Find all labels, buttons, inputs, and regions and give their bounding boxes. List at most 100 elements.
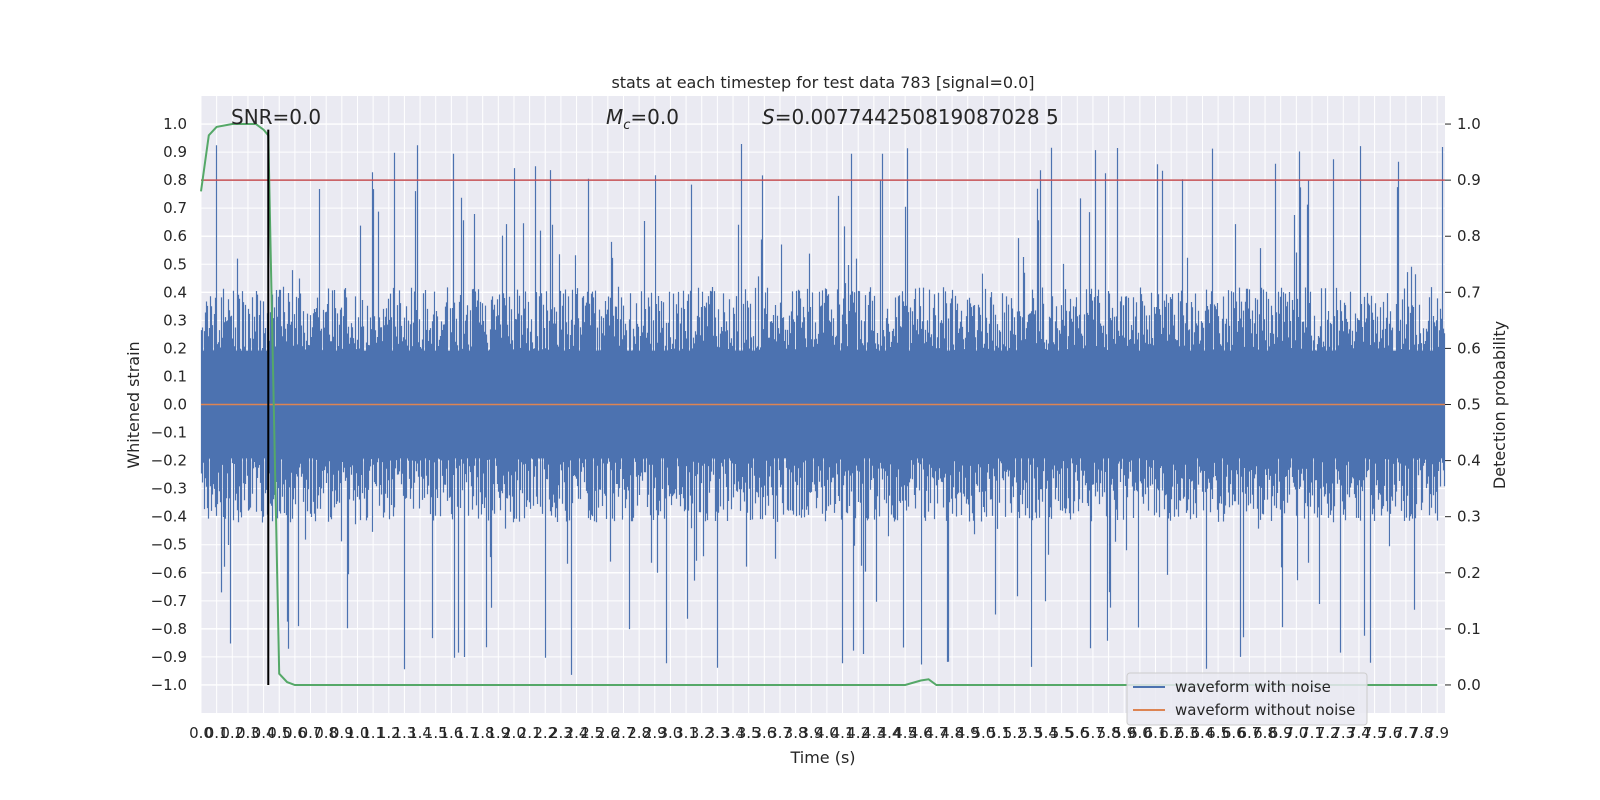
y-left-tick-label: −0.2 [151,452,187,470]
x-tick-label: 3.9 [799,724,823,742]
x-tick-label: 1.0 [346,724,370,742]
x-tick-label: 3.0 [659,724,683,742]
x-tick-label: 5.6 [1065,724,1089,742]
y-left-tick-label: 0.9 [163,143,187,161]
x-tick-label: 4.6 [909,724,933,742]
y-left-tick-label: −0.6 [151,564,187,582]
y-left-tick-label: 0.1 [163,367,187,385]
x-tick-label: 3.2 [690,724,714,742]
x-tick-label: 7.1 [1300,724,1324,742]
x-tick-label: 6.8 [1253,724,1277,742]
x-tick-label: 1.3 [392,724,416,742]
y-left-tick-label: −0.5 [151,536,187,554]
x-tick-label: 2.4 [565,724,589,742]
x-tick-label: 2.1 [518,724,542,742]
x-tick-label: 3.1 [674,724,698,742]
x-tick-labels: 0.00.10.20.30.40.50.60.70.80.91.01.11.21… [189,724,1449,742]
x-tick-label: 7.5 [1363,724,1387,742]
x-tick-label: 5.1 [987,724,1011,742]
x-tick-label: 4.3 [862,724,886,742]
x-tick-label: 0.0 [189,724,213,742]
x-tick-label: 7.6 [1378,724,1402,742]
y-left-tick-label: −0.7 [151,592,187,610]
x-tick-label: 1.2 [377,724,401,742]
y-left-tick-label: 0.5 [163,255,187,273]
x-tick-label: 2.8 [627,724,651,742]
y-left-tick-label: 0.4 [163,283,187,301]
x-tick-label: 6.9 [1269,724,1293,742]
s-annotation: S=0.007744250819087028 5 [762,105,1059,129]
x-tick-label: 0.5 [267,724,291,742]
y-left-tick-label: −0.3 [151,480,187,498]
x-tick-label: 7.4 [1347,724,1371,742]
x-tick-label: 0.4 [252,724,276,742]
x-tick-label: 5.9 [1112,724,1136,742]
x-tick-label: 2.7 [612,724,636,742]
y-left-tick-label: 0.8 [163,171,187,189]
y-right-tick-label: 0.5 [1457,396,1481,414]
x-tick-label: 4.8 [940,724,964,742]
x-tick-label: 6.4 [1191,724,1215,742]
x-tick-label: 1.9 [486,724,510,742]
y-left-tick-label: 0.7 [163,199,187,217]
y-right-tick-label: 0.1 [1457,620,1481,638]
chirp-mass-symbol: M [606,105,623,129]
x-tick-label: 1.4 [408,724,432,742]
x-tick-label: 7.9 [1425,724,1449,742]
x-tick-label: 2.2 [533,724,557,742]
x-tick-label: 4.9 [956,724,980,742]
x-tick-label: 4.5 [893,724,917,742]
y-right-tick-label: 0.2 [1457,564,1481,582]
snr-annotation: SNR=0.0 [231,105,321,129]
x-axis-label: Time (s) [789,748,855,767]
x-tick-label: 0.7 [299,724,323,742]
x-tick-label: 4.7 [925,724,949,742]
series-lines [200,123,1445,686]
y-left-tick-label: 0.6 [163,227,187,245]
x-tick-label: 3.5 [737,724,761,742]
y-left-tick-label: −0.1 [151,424,187,442]
y-right-tick-label: 0.4 [1457,452,1481,470]
x-tick-label: 7.2 [1316,724,1340,742]
y-right-tick-label: 0.6 [1457,339,1481,357]
x-tick-label: 6.7 [1237,724,1261,742]
x-tick-label: 5.5 [1050,724,1074,742]
y-right-tick-label: 0.8 [1457,227,1481,245]
y-left-tick-label: −1.0 [151,676,187,694]
x-tick-label: 0.1 [205,724,229,742]
x-tick-label: 5.0 [971,724,995,742]
x-tick-label: 4.2 [846,724,870,742]
x-tick-label: 0.2 [220,724,244,742]
y-right-tick-label: 0.3 [1457,508,1481,526]
x-tick-label: 1.1 [361,724,385,742]
chirp-mass-subscript: c [623,118,630,133]
y-right-tick-labels: 1.0 0.9 0.8 0.7 0.6 0.5 0.4 0.3 0.2 0.1 0.0 [1445,115,1481,694]
x-tick-label: 0.3 [236,724,260,742]
chirp-mass-annotation: Mc=0.0 [606,105,679,133]
x-tick-label: 7.7 [1394,724,1418,742]
x-tick-label: 7.0 [1284,724,1308,742]
x-tick-label: 3.6 [752,724,776,742]
x-tick-label: 2.5 [580,724,604,742]
legend: waveform with noise waveform without noi… [1126,672,1368,726]
x-tick-label: 2.3 [549,724,573,742]
x-tick-label: 4.0 [815,724,839,742]
x-tick-label: 5.3 [1018,724,1042,742]
x-tick-label: 4.1 [831,724,855,742]
y-right-tick-label: 0.9 [1457,171,1481,189]
x-tick-label: 5.4 [1034,724,1058,742]
x-tick-label: 3.7 [768,724,792,742]
y-right-tick-label: 0.7 [1457,283,1481,301]
series-detection-probability [200,123,1438,686]
x-tick-label: 5.2 [1003,724,1027,742]
x-tick-label: 2.6 [596,724,620,742]
x-tick-label: 7.3 [1331,724,1355,742]
chart-title: stats at each timestep for test data 783… [611,73,1034,92]
chirp-mass-value: =0.0 [630,105,679,129]
x-tick-label: 0.8 [314,724,338,742]
y-left-tick-label: −0.8 [151,620,187,638]
y-left-axis-label: Whitened strain [124,341,143,468]
y-right-axis-label: Detection probability [1490,321,1509,489]
x-tick-label: 2.0 [502,724,526,742]
